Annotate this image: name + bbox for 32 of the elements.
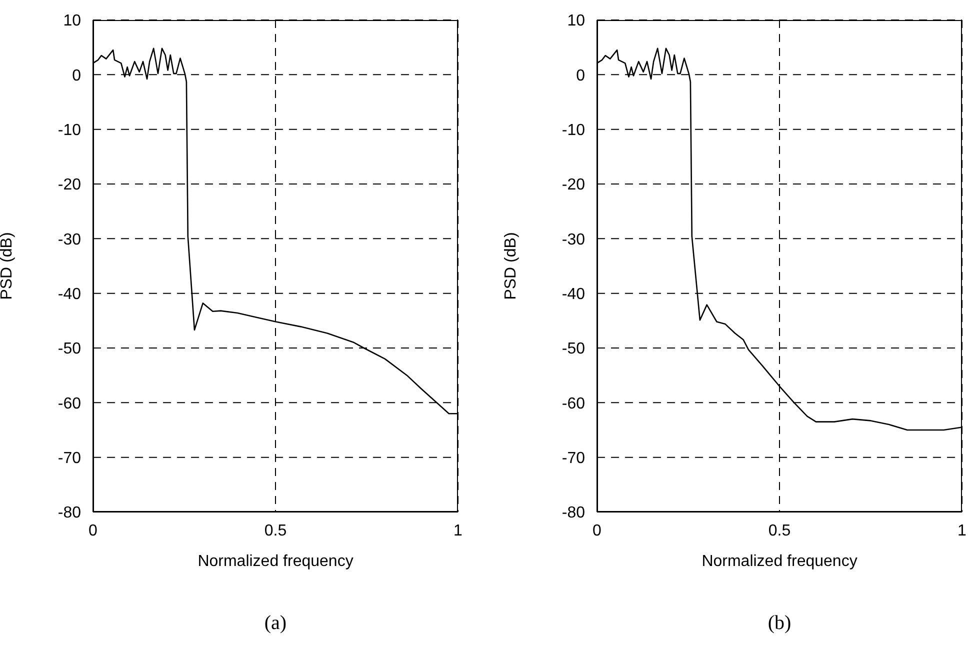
y-tick-label: 0 [576, 67, 586, 84]
y-tick-label: -10 [562, 122, 586, 140]
y-tick-label: -20 [562, 176, 586, 194]
x-tick-label: 0 [88, 522, 98, 540]
y-tick-label: -70 [562, 450, 586, 468]
y-axis-title: PSD (dB) [502, 232, 520, 300]
text: (a) [263, 612, 288, 635]
y-tick-label: -60 [58, 395, 82, 412]
y-tick-label: -70 [58, 450, 82, 468]
y-tick-label: -30 [562, 231, 586, 248]
y-tick-label: -10 [58, 122, 82, 140]
y-tick-label: -80 [58, 504, 82, 522]
x-tick-label: 0 [592, 522, 602, 540]
y-axis-title: PSD (dB) [0, 232, 16, 300]
y-tick-label: 10 [63, 12, 82, 30]
x-axis-title: Normalized frequency [198, 553, 354, 570]
y-tick-label: 10 [567, 12, 586, 30]
y-tick-label: -60 [562, 395, 586, 412]
x-tick-label: 0.5 [768, 522, 791, 540]
y-tick-label: -30 [58, 231, 82, 248]
x-tick-label: 1 [454, 522, 463, 540]
y-tick-label: -50 [58, 340, 82, 358]
y-tick-label: -20 [58, 176, 82, 194]
x-tick-label: 1 [958, 522, 967, 540]
x-axis-title: Normalized frequency [702, 553, 858, 570]
x-tick-label: 0.5 [264, 522, 287, 540]
y-tick-label: -80 [562, 504, 586, 522]
y-tick-label: 0 [72, 67, 82, 84]
y-tick-label: -40 [562, 286, 586, 304]
y-tick-label: -50 [562, 340, 586, 358]
y-tick-label: -40 [58, 286, 82, 304]
text: (b) [766, 612, 792, 635]
